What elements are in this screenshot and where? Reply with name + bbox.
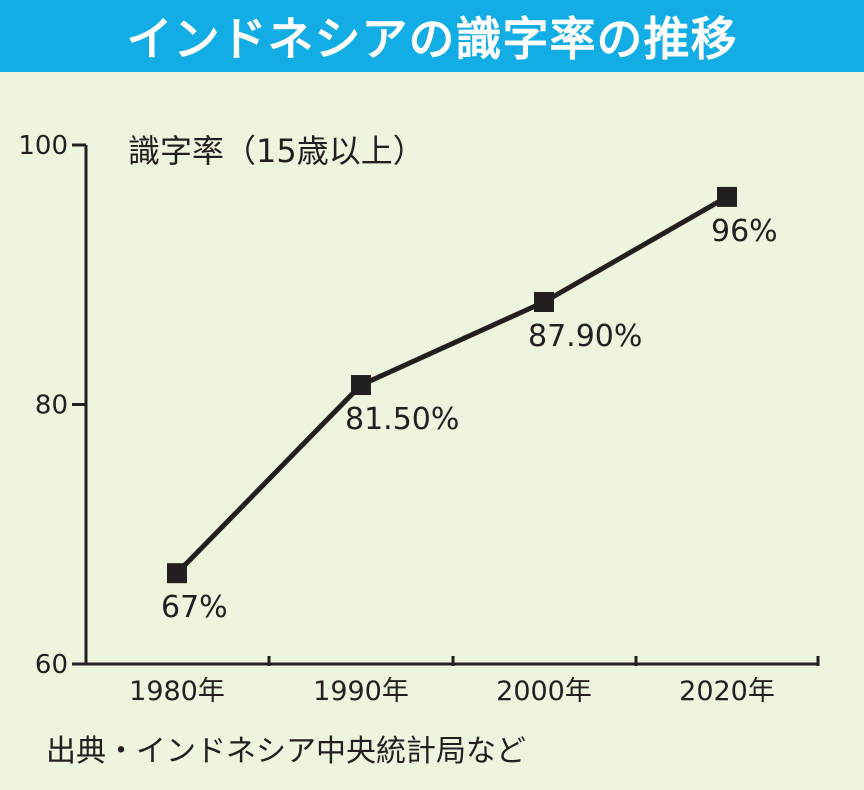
title-bar: インドネシアの識字率の推移 — [0, 0, 864, 72]
y-tick-label: 80 — [35, 391, 68, 421]
y-tick-label: 100 — [18, 131, 68, 161]
data-point-marker — [167, 563, 187, 584]
data-label: 81.50% — [345, 402, 459, 437]
x-tick-label: 1980年 — [129, 676, 225, 707]
y-tick-label: 60 — [35, 650, 68, 680]
data-point-marker — [351, 375, 371, 396]
data-label: 96% — [711, 214, 778, 249]
line-chart: 60 80 100 1980年 1990年 2000年 2020年 識字率（15歳以上） 67… — [18, 131, 820, 707]
y-axis-label: 識字率（15歳以上） — [128, 132, 425, 170]
data-label: 87.90% — [528, 319, 642, 354]
source-note: 出典・インドネシア中央統計局など — [46, 734, 526, 769]
chart-area: 60 80 100 1980年 1990年 2000年 2020年 識字率（15歳以上） 67… — [0, 72, 864, 722]
x-tick-label: 2000年 — [496, 676, 592, 707]
chart-title: インドネシアの識字率の推移 — [126, 12, 738, 66]
data-point-marker — [717, 186, 737, 207]
data-point-marker — [534, 291, 554, 312]
series-line — [175, 194, 729, 575]
x-tick-label: 2020年 — [679, 676, 775, 707]
data-label: 67% — [161, 590, 228, 625]
x-tick-label: 1990年 — [313, 676, 409, 707]
